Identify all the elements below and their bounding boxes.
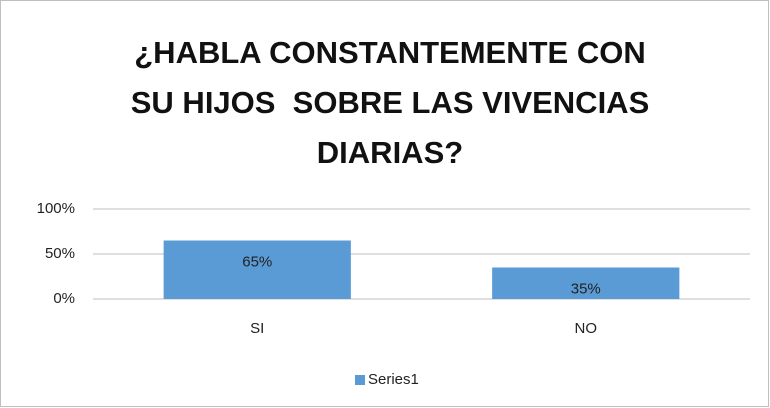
x-tick-label: NO [575,320,598,337]
legend-label: Series1 [368,371,419,388]
y-tick-label: 100% [37,200,75,217]
bar [492,267,680,299]
legend-swatch [355,375,365,385]
y-tick-label: 50% [45,245,75,262]
y-tick-label: 0% [53,290,75,307]
data-label: 35% [571,280,601,297]
chart-title: ¿HABLA CONSTANTEMENTE CON [134,35,645,70]
data-label: 65% [242,253,272,270]
x-tick-label: SI [250,320,264,337]
chart-title: SU HIJOS SOBRE LAS VIVENCIAS [131,85,650,120]
bar [163,240,351,299]
chart-title: DIARIAS? [317,135,463,170]
